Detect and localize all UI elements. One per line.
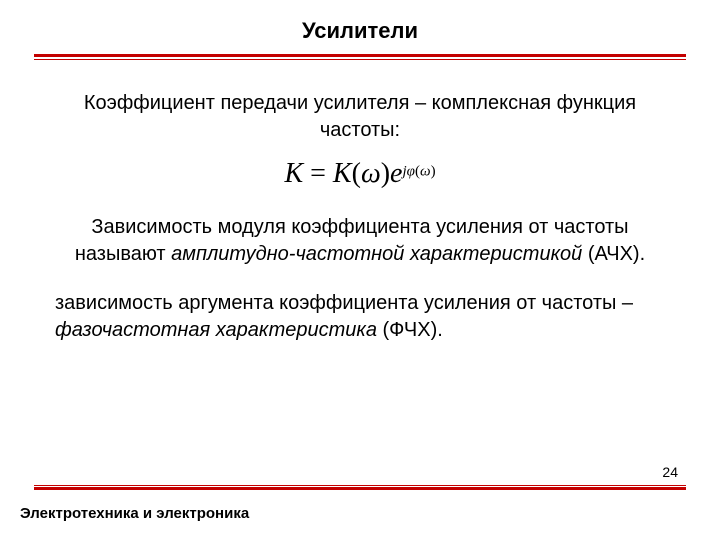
formula-paren-close: ) [381, 158, 390, 189]
def2-post: (ФЧХ). [377, 319, 443, 341]
slide: Усилители Коэффициент передачи усилителя… [0, 0, 720, 540]
bottom-rule-thin [34, 485, 686, 486]
formula-equals: = [303, 158, 333, 189]
def1-term: амплитудно-частотной характеристикой [171, 243, 582, 265]
formula: K = K(ω)ejφ(ω) [55, 158, 665, 190]
formula-omega: ω [361, 158, 381, 189]
slide-body: Коэффициент передачи усилителя – комплек… [55, 90, 665, 344]
definition-ach: Зависимость модуля коэффициента усиления… [55, 214, 665, 268]
formula-paren-open: ( [352, 158, 361, 189]
top-rule-thick [34, 54, 686, 57]
footer-text: Электротехника и электроника [20, 505, 249, 522]
formula-exp-phi: φ [407, 164, 415, 180]
slide-title: Усилители [0, 18, 720, 44]
page-number: 24 [662, 464, 678, 480]
def1-post: (АЧХ). [582, 243, 645, 265]
formula-e: e [390, 158, 402, 189]
formula-lhs: K [284, 158, 303, 189]
def2-pre: зависимость аргумента коэффициента усиле… [55, 292, 633, 314]
intro-text: Коэффициент передачи усилителя – комплек… [55, 90, 665, 144]
def2-term: фазочастотная характеристика [55, 319, 377, 341]
definition-fch: зависимость аргумента коэффициента усиле… [55, 290, 665, 344]
top-rule-thin [34, 59, 686, 60]
formula-exp-close: ) [431, 164, 436, 180]
formula-rhs-K: K [333, 158, 352, 189]
formula-exp-omega: ω [420, 164, 431, 180]
bottom-rule-thick [34, 487, 686, 490]
